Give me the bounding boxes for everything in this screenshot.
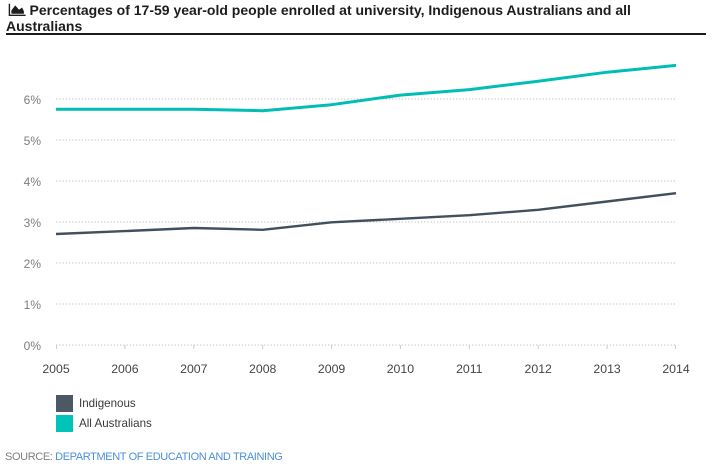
svg-text:2007: 2007 [180, 362, 208, 376]
svg-text:2005: 2005 [42, 362, 70, 376]
svg-text:2008: 2008 [249, 362, 277, 376]
svg-text:1%: 1% [24, 298, 42, 312]
svg-text:5%: 5% [24, 134, 42, 148]
svg-text:2%: 2% [24, 257, 42, 271]
svg-text:2013: 2013 [593, 362, 621, 376]
svg-text:2011: 2011 [456, 362, 483, 376]
svg-text:2012: 2012 [525, 362, 553, 376]
svg-text:3%: 3% [24, 216, 42, 230]
svg-text:2010: 2010 [387, 362, 415, 376]
svg-text:0%: 0% [24, 339, 42, 353]
svg-text:4%: 4% [24, 175, 42, 189]
svg-text:2009: 2009 [318, 362, 346, 376]
svg-text:2006: 2006 [111, 362, 139, 376]
svg-text:2014: 2014 [662, 362, 690, 376]
svg-text:6%: 6% [24, 93, 42, 107]
